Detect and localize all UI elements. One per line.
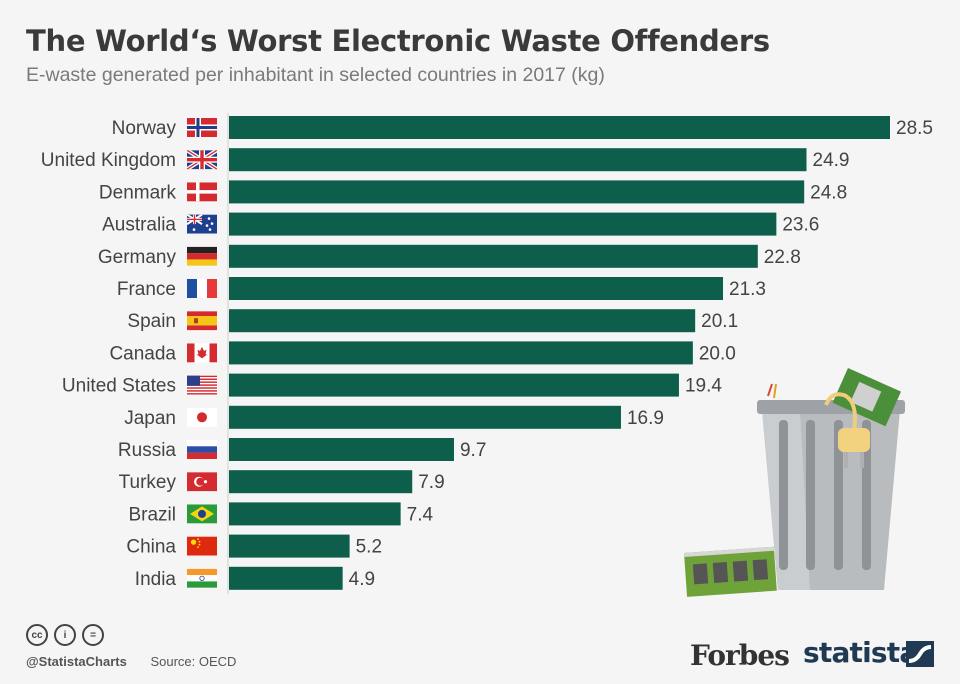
bar xyxy=(229,244,758,268)
australia-flag-icon xyxy=(187,214,217,234)
value-label: 22.8 xyxy=(764,247,801,268)
china-flag-icon xyxy=(187,536,217,556)
india-flag-icon xyxy=(187,568,217,588)
france-flag-icon xyxy=(187,279,217,298)
norway-flag-icon xyxy=(187,118,217,137)
japan-flag-icon xyxy=(187,407,217,427)
license-icons: cc i = xyxy=(26,624,104,646)
value-label: 20.1 xyxy=(701,311,738,332)
spain-flag-icon xyxy=(187,311,217,331)
germany-flag-icon xyxy=(187,246,217,266)
bar xyxy=(229,116,890,139)
value-label: 24.8 xyxy=(810,182,847,203)
bar xyxy=(229,277,724,300)
usa-flag-icon xyxy=(187,375,217,395)
attribution-icon: i xyxy=(54,624,76,646)
category-label: Denmark xyxy=(99,182,177,203)
category-label: France xyxy=(117,279,176,300)
value-label: 19.4 xyxy=(685,376,722,397)
category-label: Spain xyxy=(127,311,176,332)
value-label: 9.7 xyxy=(460,440,486,461)
category-label: Australia xyxy=(102,215,176,236)
russia-flag-icon xyxy=(187,440,217,459)
bar xyxy=(229,566,343,590)
forbes-logo[interactable]: Forbes xyxy=(690,639,790,672)
value-label: 20.0 xyxy=(699,343,736,364)
footer-text: @StatistaCharts Source: OECD xyxy=(26,654,236,669)
category-label: Russia xyxy=(118,440,177,461)
category-label: Germany xyxy=(98,247,177,268)
category-label: United States xyxy=(62,376,176,397)
category-label: Canada xyxy=(109,343,176,364)
value-label: 24.9 xyxy=(813,150,850,171)
value-label: 7.4 xyxy=(407,504,434,525)
category-label: China xyxy=(126,537,176,558)
bar xyxy=(229,405,621,429)
category-label: India xyxy=(135,569,177,590)
trash-can-illustration xyxy=(684,368,905,597)
bar xyxy=(229,438,454,461)
chart-subtitle: E-waste generated per inhabitant in sele… xyxy=(26,64,605,86)
turkey-flag-icon xyxy=(187,472,217,492)
value-label: 23.6 xyxy=(782,215,819,236)
category-label: United Kingdom xyxy=(41,150,176,171)
canada-flag-icon xyxy=(187,343,217,363)
statista-logo[interactable]: statista xyxy=(803,636,918,669)
cc-icon: cc xyxy=(26,624,48,646)
value-label: 7.9 xyxy=(418,472,444,493)
category-label: Turkey xyxy=(119,472,177,493)
value-label: 21.3 xyxy=(729,279,766,300)
category-label: Norway xyxy=(112,118,177,139)
source-label: Source: OECD xyxy=(150,654,237,669)
bar xyxy=(229,309,696,333)
bar xyxy=(229,180,805,204)
bar xyxy=(229,534,350,558)
category-label: Japan xyxy=(124,408,176,429)
value-label: 5.2 xyxy=(356,537,382,558)
bar xyxy=(229,148,807,172)
chart-title: The World‘s Worst Electronic Waste Offen… xyxy=(26,24,770,58)
twitter-handle[interactable]: @StatistaCharts xyxy=(26,654,127,669)
bar xyxy=(229,470,413,494)
statista-logo-icon xyxy=(906,641,934,667)
value-label: 4.9 xyxy=(349,569,375,590)
bar xyxy=(229,373,679,397)
category-label: Brazil xyxy=(128,504,176,525)
brazil-flag-icon xyxy=(187,504,217,524)
value-label: 16.9 xyxy=(627,408,664,429)
denmark-flag-icon xyxy=(187,182,217,202)
bar xyxy=(229,212,777,236)
bar xyxy=(229,502,401,526)
uk-flag-icon xyxy=(187,150,217,170)
bar xyxy=(229,341,693,365)
value-label: 28.5 xyxy=(896,118,933,139)
no-derivatives-icon: = xyxy=(82,624,104,646)
